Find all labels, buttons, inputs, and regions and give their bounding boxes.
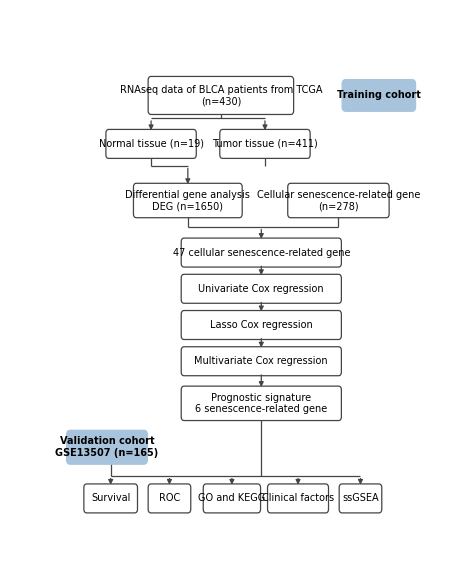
Text: Survival: Survival	[91, 493, 130, 503]
FancyBboxPatch shape	[181, 310, 341, 339]
Text: Tumor tissue (n=411): Tumor tissue (n=411)	[212, 139, 318, 149]
FancyBboxPatch shape	[134, 183, 242, 218]
Text: Multivariate Cox regression: Multivariate Cox regression	[194, 356, 328, 366]
FancyBboxPatch shape	[220, 129, 310, 158]
FancyBboxPatch shape	[148, 76, 293, 115]
FancyBboxPatch shape	[148, 484, 191, 513]
Text: ssGSEA: ssGSEA	[342, 493, 379, 503]
FancyBboxPatch shape	[181, 386, 341, 420]
Text: ROC: ROC	[159, 493, 180, 503]
Text: Validation cohort
GSE13507 (n=165): Validation cohort GSE13507 (n=165)	[55, 436, 159, 458]
Text: Training cohort: Training cohort	[337, 91, 421, 101]
Text: RNAseq data of BLCA patients from TCGA
(n=430): RNAseq data of BLCA patients from TCGA (…	[119, 85, 322, 106]
FancyBboxPatch shape	[342, 79, 416, 111]
FancyBboxPatch shape	[288, 183, 389, 218]
FancyBboxPatch shape	[181, 238, 341, 267]
Text: 47 cellular senescence-related gene: 47 cellular senescence-related gene	[173, 248, 350, 258]
Text: Univariate Cox regression: Univariate Cox regression	[199, 284, 324, 294]
Text: Differential gene analysis
DEG (n=1650): Differential gene analysis DEG (n=1650)	[126, 190, 250, 211]
Text: Clinical factors: Clinical factors	[262, 493, 334, 503]
Text: Prognostic signature
6 senescence-related gene: Prognostic signature 6 senescence-relate…	[195, 393, 328, 414]
FancyBboxPatch shape	[339, 484, 382, 513]
FancyBboxPatch shape	[66, 430, 147, 465]
Text: Cellular senescence-related gene
(n=278): Cellular senescence-related gene (n=278)	[257, 190, 420, 211]
FancyBboxPatch shape	[106, 129, 196, 158]
FancyBboxPatch shape	[181, 347, 341, 376]
FancyBboxPatch shape	[203, 484, 261, 513]
Text: Lasso Cox regression: Lasso Cox regression	[210, 320, 313, 330]
Text: Normal tissue (n=19): Normal tissue (n=19)	[99, 139, 204, 149]
FancyBboxPatch shape	[181, 274, 341, 303]
FancyBboxPatch shape	[267, 484, 328, 513]
FancyBboxPatch shape	[84, 484, 137, 513]
Text: GO and KEGG: GO and KEGG	[198, 493, 265, 503]
